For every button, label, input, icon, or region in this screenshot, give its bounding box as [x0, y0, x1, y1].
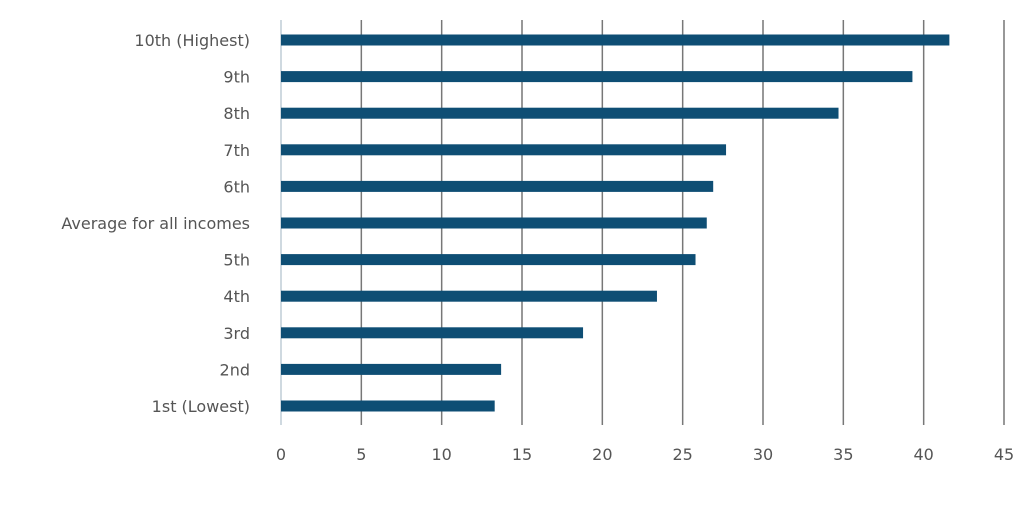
bar-8: [281, 327, 584, 339]
bar-10: [281, 400, 495, 412]
category-label-9: 2nd: [220, 360, 250, 379]
category-label-0: 10th (Highest): [134, 31, 250, 50]
x-tick-label-35: 35: [833, 445, 853, 464]
bar-5: [281, 217, 707, 229]
category-label-3: 7th: [223, 141, 250, 160]
x-tick-label-0: 0: [276, 445, 286, 464]
bar-9: [281, 363, 502, 375]
category-label-5: Average for all incomes: [61, 214, 250, 233]
bar-0: [281, 34, 950, 46]
bar-6: [281, 254, 696, 266]
x-tick-label-30: 30: [753, 445, 773, 464]
category-label-8: 3rd: [223, 324, 250, 343]
category-labels: 10th (Highest) 9th 8th 7th 6th Average for al…: [61, 31, 250, 416]
category-label-7: 4th: [223, 287, 250, 306]
x-tick-labels: 0 5 10 15 20 25 30 35 40 45: [276, 445, 1014, 464]
x-tick-label-25: 25: [672, 445, 692, 464]
x-tick-label-20: 20: [592, 445, 612, 464]
category-label-2: 8th: [223, 104, 250, 123]
category-label-4: 6th: [223, 177, 250, 196]
bars: [281, 34, 950, 412]
x-tick-label-10: 10: [431, 445, 451, 464]
category-label-10: 1st (Lowest): [152, 397, 250, 416]
x-tick-label-40: 40: [913, 445, 933, 464]
bar-3: [281, 144, 727, 156]
bar-2: [281, 107, 839, 119]
bar-1: [281, 71, 913, 83]
category-label-1: 9th: [223, 68, 250, 87]
bar-4: [281, 180, 714, 192]
category-label-6: 5th: [223, 251, 250, 270]
bar-7: [281, 290, 657, 302]
x-tick-label-45: 45: [994, 445, 1014, 464]
x-tick-label-5: 5: [356, 445, 366, 464]
x-tick-label-15: 15: [512, 445, 532, 464]
